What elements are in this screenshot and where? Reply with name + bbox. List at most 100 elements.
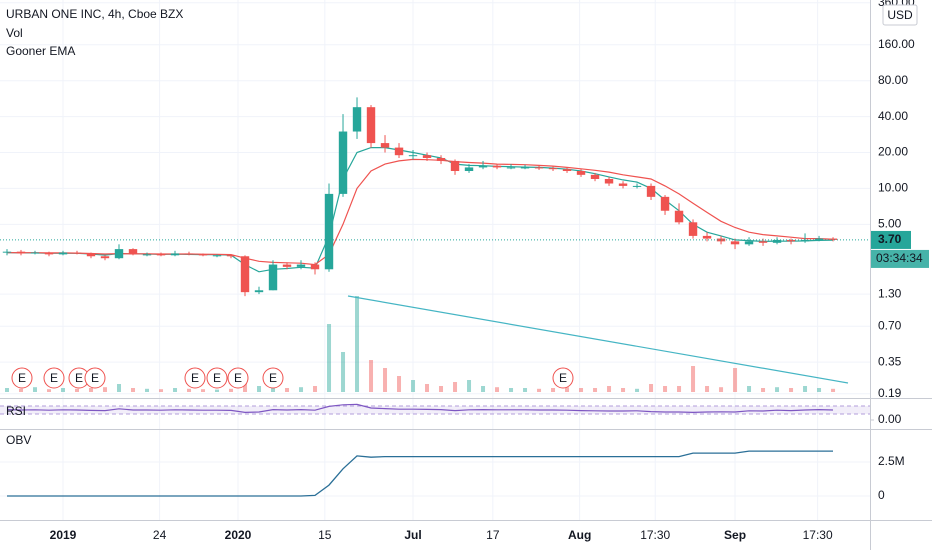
- candle-body: [296, 264, 306, 267]
- volume-bar: [635, 388, 640, 392]
- volume-bar: [145, 388, 150, 392]
- candle-body: [114, 249, 124, 259]
- pane-label: OBV: [6, 433, 31, 447]
- volume-bar: [607, 386, 612, 392]
- volume-bar: [747, 386, 752, 392]
- x-tick-label: 15: [318, 528, 332, 542]
- candle-body: [254, 290, 264, 293]
- y-tick-label: 2.5M: [878, 454, 905, 468]
- rsi-line: [6, 403, 834, 414]
- volume-bar: [817, 388, 822, 392]
- volume-bar: [33, 387, 38, 392]
- candle-body: [590, 174, 600, 179]
- volume-bar: [565, 387, 570, 392]
- earnings-marker: [184, 367, 206, 389]
- currency-box[interactable]: [882, 4, 918, 26]
- x-tick-label: Sep: [724, 528, 746, 542]
- y-tick-label: 160.00: [878, 37, 915, 51]
- volume-bar: [649, 384, 654, 392]
- candle-body: [660, 196, 670, 211]
- volume-bar: [47, 389, 52, 392]
- candle-body: [156, 254, 166, 256]
- volume-bar: [201, 389, 206, 392]
- candle-body: [394, 147, 404, 156]
- volume-bar: [705, 386, 710, 392]
- candle-body: [744, 241, 754, 245]
- candle-body: [30, 252, 40, 254]
- volume-bar: [5, 388, 10, 392]
- candle-body: [282, 264, 292, 267]
- volume-bar: [173, 388, 178, 392]
- volume-bar: [369, 360, 374, 392]
- volume-bar: [537, 388, 542, 392]
- candle-body: [646, 185, 656, 197]
- candle-body: [436, 157, 446, 161]
- candle-body: [422, 155, 432, 158]
- volume-bar: [453, 382, 458, 392]
- volume-bar: [257, 386, 262, 392]
- candle-body: [198, 254, 208, 256]
- volume-bar: [103, 387, 108, 392]
- y-tick-label: 1.30: [878, 286, 902, 300]
- candle-body: [86, 253, 96, 257]
- candle-body: [548, 168, 558, 170]
- volume-bar: [341, 352, 346, 392]
- y-tick-label: 10.00: [878, 181, 908, 195]
- y-tick-label: 360.00: [878, 0, 915, 9]
- volume-bar: [397, 376, 402, 392]
- candle-body: [170, 253, 180, 256]
- candle-body: [576, 171, 586, 175]
- volume-bar: [313, 386, 318, 392]
- candle-body: [604, 178, 614, 184]
- volume-bar: [733, 368, 738, 392]
- candle-body: [212, 255, 222, 257]
- candle-body: [44, 252, 54, 255]
- volume-bar: [75, 388, 80, 392]
- trend-line: [347, 295, 849, 384]
- earnings-marker: [552, 367, 574, 389]
- volume-bar: [831, 388, 836, 392]
- volume-bar: [159, 389, 164, 392]
- obv-line: [7, 450, 833, 497]
- last-price-tag: [871, 230, 911, 249]
- volume-bar: [425, 384, 430, 392]
- candle-body: [520, 167, 530, 169]
- x-tick-label: 17: [486, 528, 500, 542]
- volume-bar: [593, 388, 598, 392]
- volume-bar: [215, 389, 220, 392]
- x-tick-label: 17:30: [640, 528, 670, 542]
- volume-bar: [61, 388, 66, 392]
- y-tick-label: 40.00: [878, 109, 908, 123]
- earnings-label: E: [269, 371, 277, 385]
- earnings-marker: [11, 367, 33, 389]
- candle-body: [478, 165, 488, 168]
- earnings-label: E: [91, 371, 99, 385]
- earnings-label: E: [75, 371, 83, 385]
- candle-body: [226, 255, 236, 257]
- candle-body: [310, 264, 320, 270]
- pane-label: RSI: [6, 404, 26, 418]
- currency: USD: [887, 8, 913, 22]
- candle-body: [632, 185, 642, 187]
- earnings-label: E: [234, 371, 242, 385]
- y-tick-label: 0.19: [878, 386, 902, 400]
- y-tick-label: 0.35: [878, 354, 902, 368]
- volume-bar: [509, 388, 514, 392]
- candle-body: [380, 143, 390, 148]
- candle-body: [338, 131, 348, 194]
- volume-bar: [467, 380, 472, 392]
- volume-bar: [383, 368, 388, 392]
- candle-body: [702, 235, 712, 239]
- volume-bar: [761, 388, 766, 392]
- candle-body: [492, 165, 502, 168]
- y-tick-label: 20.00: [878, 145, 908, 159]
- candle-body: [828, 238, 838, 240]
- candle-body: [674, 210, 684, 223]
- volume-bar: [677, 386, 682, 392]
- volume-bar: [789, 388, 794, 392]
- volume-bar: [495, 387, 500, 392]
- candle-body: [408, 155, 418, 157]
- volume-bar: [719, 387, 724, 392]
